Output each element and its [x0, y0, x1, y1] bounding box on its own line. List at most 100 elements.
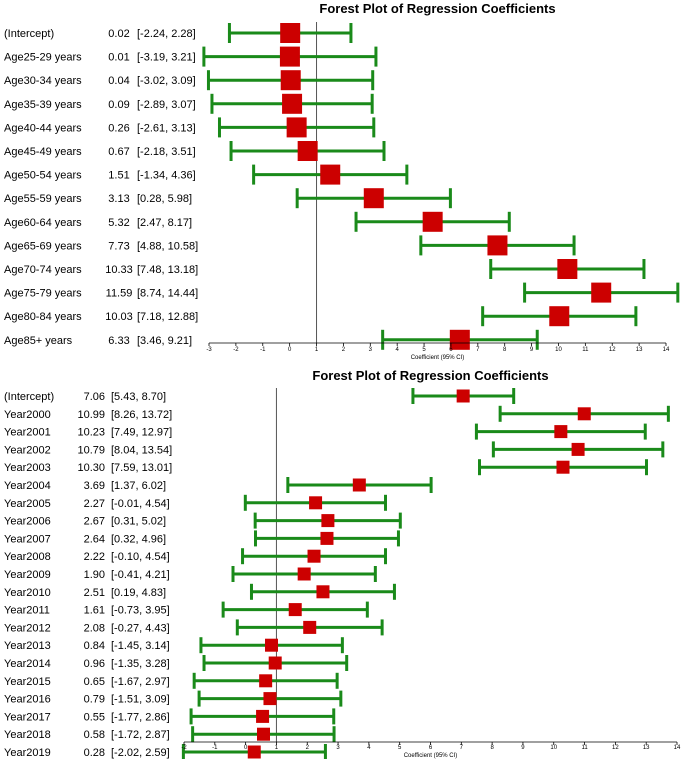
x-tick-label: -3 — [206, 347, 212, 353]
ci-label: [7.59, 13.01] — [111, 462, 172, 474]
point-estimate — [265, 638, 279, 652]
estimate-label: 1.61 — [84, 605, 105, 617]
row-label: Year2014 — [4, 658, 51, 670]
estimate-label: 10.30 — [77, 462, 105, 474]
row-label: Age40-44 years — [4, 122, 82, 134]
row-14: Age85+ years 6.33 [3.46, 9.21] — [4, 329, 539, 350]
x-tick-label: 10 — [550, 745, 557, 751]
estimate-label: 0.65 — [84, 676, 105, 688]
row-21: Year2019 0.28 [-2.02, 2.59] — [4, 744, 327, 759]
estimate-label: 2.22 — [84, 551, 105, 563]
row-5: Year2003 10.30 [7.59, 13.01] — [4, 459, 648, 476]
point-estimate — [577, 407, 591, 421]
row-label: Year2009 — [4, 569, 51, 581]
ci-label: [7.49, 12.97] — [111, 427, 172, 439]
ci-label: [-0.41, 4.21] — [111, 569, 170, 581]
x-tick-label: 0 — [244, 745, 248, 751]
estimate-label: 0.84 — [84, 640, 105, 652]
x-tick-label: 1 — [275, 745, 279, 751]
ci-label: [-2.61, 3.13] — [137, 122, 196, 134]
ci-label: [0.31, 5.02] — [111, 516, 166, 528]
forest-panel-1: Forest Plot of Regression Coefficients (I… — [4, 1, 680, 361]
row-4: Year2002 10.79 [8.04, 13.54] — [4, 441, 665, 458]
x-tick-label: 10 — [555, 347, 562, 353]
row-20: Year2018 0.58 [-1.72, 2.87] — [4, 726, 336, 743]
row-label: (Intercept) — [4, 28, 54, 40]
x-tick-label: 7 — [460, 745, 464, 751]
row-label: Year2010 — [4, 587, 51, 599]
estimate-label: 0.02 — [108, 28, 129, 40]
ci-label: [0.19, 4.83] — [111, 587, 166, 599]
row-8: Age55-59 years 3.13 [0.28, 5.98] — [4, 188, 452, 209]
x-tick-label: 2 — [342, 347, 346, 353]
row-15: Year2013 0.84 [-1.45, 3.14] — [4, 637, 344, 654]
row-label: Year2015 — [4, 676, 51, 688]
row-13: Age80-84 years 10.03 [7.18, 12.88] — [4, 306, 638, 327]
row-label: Year2005 — [4, 498, 51, 510]
row-label: Year2000 — [4, 409, 51, 421]
estimate-label: 0.09 — [108, 99, 129, 111]
estimate-label: 10.33 — [105, 264, 133, 276]
point-estimate — [571, 442, 585, 456]
ci-label: [-0.10, 4.54] — [111, 551, 170, 563]
forest-panel-2: Forest Plot of Regression Coefficients (I… — [4, 368, 681, 759]
estimate-label: 0.96 — [84, 658, 105, 670]
x-tick-label: 3 — [369, 347, 373, 353]
estimate-label: 0.55 — [84, 711, 105, 723]
row-label: Age60-64 years — [4, 217, 82, 229]
estimate-label: 0.04 — [108, 75, 129, 87]
x-tick-label: -2 — [233, 347, 239, 353]
row-label: Year2018 — [4, 729, 51, 741]
point-estimate — [549, 306, 570, 327]
x-tick-label: -1 — [260, 347, 266, 353]
x-tick-label: -1 — [212, 745, 218, 751]
estimate-label: 0.79 — [84, 694, 105, 706]
row-3: Year2001 10.23 [7.49, 12.97] — [4, 423, 647, 440]
ci-label: [-1.72, 2.87] — [111, 729, 170, 741]
row-label: Age85+ years — [4, 335, 73, 347]
point-estimate — [286, 117, 307, 138]
row-11: Year2009 1.90 [-0.41, 4.21] — [4, 566, 377, 582]
row-7: Age50-54 years 1.51 [-1.34, 4.36] — [4, 164, 409, 185]
x-tick-label: 5 — [422, 347, 426, 353]
row-label: Year2004 — [4, 480, 51, 492]
row-label: Year2011 — [4, 605, 50, 617]
x-tick-label: 8 — [503, 347, 507, 353]
estimate-label: 7.73 — [108, 240, 129, 252]
x-tick-label: 14 — [674, 745, 681, 751]
row-9: Age60-64 years 5.32 [2.47, 8.17] — [4, 211, 511, 232]
row-4: Age35-39 years 0.09 [-2.89, 3.07] — [4, 93, 374, 114]
row-1: (Intercept) 0.02 [-2.24, 2.28] — [4, 23, 353, 43]
point-estimate — [449, 329, 470, 350]
row-10: Age65-69 years 7.73 [4.88, 10.58] — [4, 235, 576, 256]
row-2: Age25-29 years 0.01 [-3.19, 3.21] — [4, 46, 378, 67]
estimate-label: 11.59 — [106, 288, 133, 300]
row-label: Year2019 — [4, 747, 51, 759]
row-18: Year2016 0.79 [-1.51, 3.09] — [4, 690, 343, 707]
estimate-label: 0.67 — [108, 146, 129, 158]
point-estimate — [256, 727, 270, 741]
point-estimate — [320, 531, 334, 545]
row-label: Year2013 — [4, 640, 51, 652]
point-estimate — [307, 549, 321, 563]
ci-label: [-0.01, 4.54] — [111, 498, 170, 510]
x-axis-label: Coefficient (95% CI) — [404, 753, 458, 759]
ci-label: [-1.45, 3.14] — [111, 640, 170, 652]
ci-label: [8.26, 13.72] — [111, 409, 172, 421]
row-label: Age25-29 years — [4, 52, 82, 64]
row-9: Year2007 2.64 [0.32, 4.96] — [4, 530, 400, 547]
point-estimate — [303, 620, 317, 634]
ci-label: [-2.02, 2.59] — [111, 747, 170, 759]
estimate-label: 0.58 — [84, 729, 105, 741]
ci-label: [-2.24, 2.28] — [137, 28, 196, 40]
row-label: Age30-34 years — [4, 75, 82, 87]
row-label: Year2001 — [4, 427, 51, 439]
ci-label: [3.46, 9.21] — [137, 335, 192, 347]
estimate-label: 2.08 — [84, 622, 105, 634]
row-label: Year2017 — [4, 711, 51, 723]
row-13: Year2011 1.61 [-0.73, 3.95] — [4, 601, 369, 618]
ci-label: [7.18, 12.88] — [137, 311, 198, 323]
estimate-label: 5.32 — [108, 217, 129, 229]
row-label: Age65-69 years — [4, 240, 82, 252]
chart-title: Forest Plot of Regression Coefficients — [312, 368, 548, 383]
